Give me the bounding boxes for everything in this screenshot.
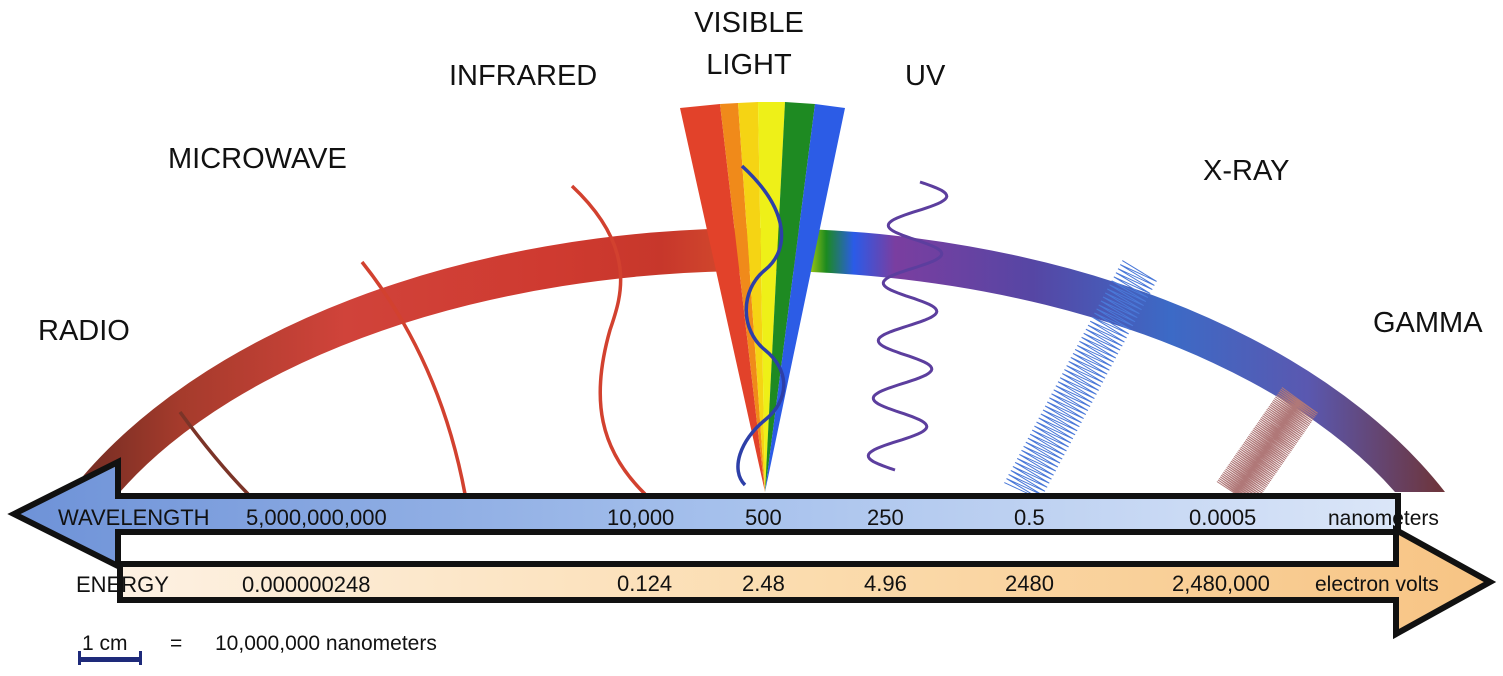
gamma-wave: [1216, 387, 1318, 507]
wavelength-value-1: 5,000,000,000: [246, 505, 387, 530]
wavelength-value-6: 0.0005: [1189, 505, 1256, 530]
wavelength-unit: nanometers: [1328, 507, 1439, 530]
band-label-uv: UV: [905, 60, 946, 92]
gamma-wave-line: [1216, 387, 1318, 507]
wavelength-value-4: 250: [867, 505, 904, 530]
visible-light-wedge: [680, 102, 845, 492]
band-label-visible-line1: VISIBLE: [694, 7, 804, 39]
energy-value-4: 4.96: [864, 571, 907, 596]
scale-bar: [78, 651, 142, 665]
energy-label: ENERGY: [76, 572, 169, 597]
band-label-microwave: MICROWAVE: [168, 143, 347, 175]
uv-wave: [866, 180, 949, 472]
energy-arrow: [117, 524, 1497, 640]
wavelength-value-3: 500: [745, 505, 782, 530]
energy-value-1: 0.000000248: [242, 572, 370, 597]
wavelength-label: WAVELENGTH: [58, 505, 210, 530]
scale-equals: =: [170, 632, 182, 655]
visible-wave: [736, 164, 786, 487]
xray-wave-line: [1004, 260, 1157, 500]
wavelength-value-5: 0.5: [1014, 505, 1045, 530]
band-label-gamma: GAMMA: [1373, 307, 1483, 339]
band-label-visible-line2: LIGHT: [706, 49, 792, 81]
scale-length-label: 1 cm: [82, 632, 128, 655]
energy-unit: electron volts: [1315, 573, 1439, 596]
energy-value-5: 2480: [1005, 571, 1054, 596]
energy-value-6: 2,480,000: [1172, 571, 1270, 596]
band-label-xray: X-RAY: [1203, 155, 1289, 187]
band-label-infrared: INFRARED: [449, 60, 597, 92]
scale-value: 10,000,000 nanometers: [215, 632, 437, 655]
infrared-wave: [570, 184, 647, 496]
microwave-wave: [360, 260, 467, 495]
wavelength-arrow: [7, 457, 1401, 571]
energy-value-3: 2.48: [742, 571, 785, 596]
radio-wave: [178, 410, 250, 496]
band-label-radio: RADIO: [38, 315, 130, 347]
xray-wave: [1004, 260, 1157, 500]
wavelength-value-2: 10,000: [607, 505, 674, 530]
energy-value-2: 0.124: [617, 571, 672, 596]
spectrum-arc: [70, 228, 1445, 493]
